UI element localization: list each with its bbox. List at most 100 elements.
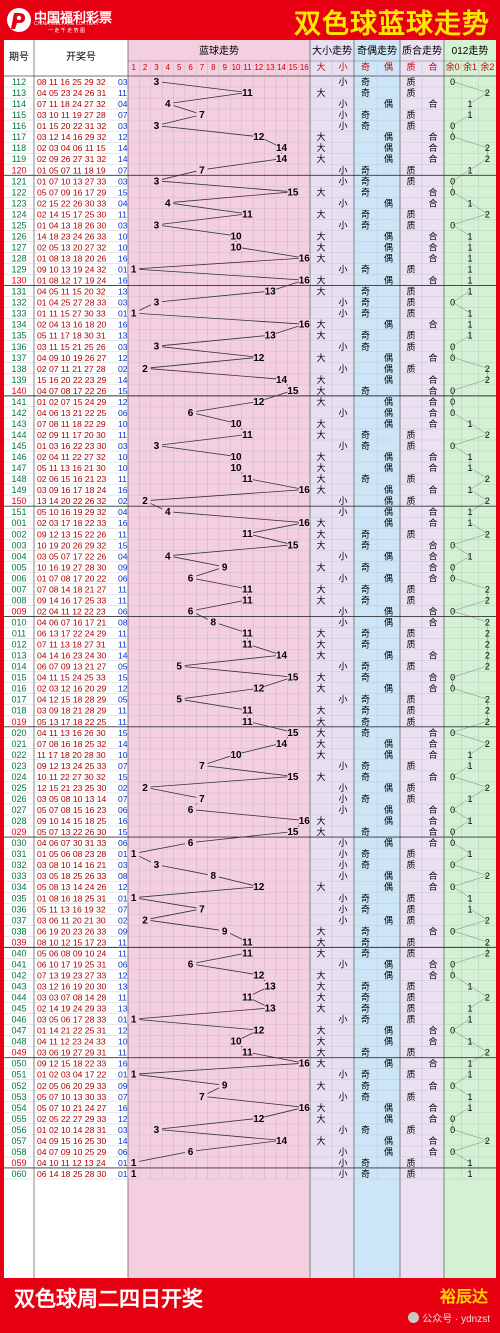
red-balls: 04 11 15 24 25 33: [37, 673, 106, 683]
blue-point-bg: [139, 363, 151, 374]
mod3-mark: 2: [485, 1048, 490, 1058]
prime-mark: 质: [406, 1047, 415, 1058]
blue-ball-value: 11: [118, 529, 127, 539]
issue-number: 040: [11, 948, 26, 958]
mod3-mark: 2: [485, 915, 490, 925]
blue-point-label: 3: [154, 1125, 160, 1136]
prime-mark: 合: [428, 1058, 437, 1069]
blue-point-bg: [253, 881, 265, 892]
blue-point-bg: [196, 793, 208, 804]
parity-mark: 奇: [361, 903, 370, 914]
red-balls: 07 11 13 18 27 31: [37, 640, 106, 650]
blue-point-bg: [298, 319, 310, 330]
blue-point-bg: [150, 1124, 162, 1135]
size-mark: 小: [338, 298, 347, 308]
size-mark: 大: [316, 484, 325, 495]
issue-number: 137: [11, 353, 26, 363]
blue-point-label: 16: [299, 816, 311, 827]
blue-ball-value: 12: [118, 353, 128, 363]
red-balls: 04 09 15 16 25 30: [37, 1136, 107, 1146]
blue-point-label: 13: [265, 1004, 277, 1015]
prime-mark: 合: [428, 572, 437, 583]
issue-number: 022: [11, 750, 26, 760]
blue-ball-value: 10: [118, 419, 128, 429]
mod3-mark: 1: [467, 419, 472, 429]
blue-point-bg: [276, 153, 288, 164]
red-balls: 01 07 10 13 27 33: [37, 176, 107, 186]
blue-point-label: 10: [231, 750, 243, 761]
red-balls: 04 09 10 19 26 27: [37, 353, 107, 363]
blue-ball-value: 11: [118, 948, 127, 958]
prime-mark: 合: [428, 550, 437, 561]
blue-tick-label: 16: [300, 63, 309, 72]
blue-point-bg: [241, 208, 253, 219]
size-mark: 小: [338, 265, 347, 275]
size-mark: 小: [338, 1147, 347, 1157]
red-balls: 01 08 16 18 25 31: [37, 893, 107, 903]
issue-number: 133: [11, 309, 26, 319]
issue-number: 120: [11, 165, 26, 175]
prime-mark: 合: [428, 418, 437, 429]
blue-point-label: 10: [231, 1037, 243, 1048]
parity-mark: 奇: [361, 175, 370, 186]
blue-point-bg: [150, 76, 162, 87]
size-mark: 大: [316, 286, 325, 297]
size-mark: 大: [316, 672, 325, 683]
issue-number: 014: [11, 662, 26, 672]
prime-mark: 质: [406, 473, 415, 484]
size-mark: 小: [338, 441, 347, 451]
blue-point-bg: [196, 760, 208, 771]
size-mark: 大: [316, 374, 325, 385]
blue-ball-value: 01: [118, 1070, 128, 1080]
red-balls: 06 19 20 23 26 33: [37, 926, 107, 936]
blue-tick-label: 1: [131, 63, 136, 72]
issue-number: 005: [11, 562, 26, 572]
prime-mark: 合: [428, 605, 437, 616]
blue-point-label: 2: [142, 496, 148, 507]
issue-number: 136: [11, 342, 26, 352]
blue-ball-value: 11: [118, 430, 127, 440]
blue-ball-value: 04: [118, 507, 128, 517]
blue-point-bg: [276, 374, 288, 385]
issue-number: 132: [11, 298, 26, 308]
prime-mark: 质: [406, 782, 415, 793]
red-balls: 09 10 14 15 18 25: [37, 816, 107, 826]
blue-point-bg: [253, 396, 265, 407]
mod3-mark: 2: [485, 529, 490, 539]
blue-point-bg: [162, 197, 174, 208]
issue-number: 122: [11, 187, 26, 197]
prime-mark: 合: [428, 870, 437, 881]
issue-number: 138: [11, 364, 26, 374]
parity-mark: 偶: [384, 319, 393, 330]
blue-point-label: 6: [188, 573, 194, 584]
size-mark: 小: [338, 77, 347, 87]
blue-point-label: 12: [253, 397, 265, 408]
issue-number: 042: [11, 970, 26, 980]
blue-point-label: 3: [154, 77, 160, 88]
blue-ball-value: 04: [118, 99, 128, 109]
prime-mark: 质: [406, 175, 415, 186]
prime-mark: 合: [428, 462, 437, 473]
parity-mark: 偶: [384, 131, 393, 142]
blue-point-label: 8: [211, 871, 217, 882]
parity-mark: 奇: [361, 859, 370, 870]
blue-point-bg: [287, 672, 299, 683]
red-balls: 05 07 09 16 17 29: [37, 187, 107, 197]
mod3-mark: 2: [485, 375, 490, 385]
size-mark: 小: [338, 408, 347, 418]
blue-point-label: 14: [276, 375, 288, 386]
mod3-mark: 0: [450, 684, 455, 694]
issue-number: 115: [12, 110, 26, 120]
parity-mark: 偶: [384, 738, 393, 749]
blue-point-bg: [287, 727, 299, 738]
blue-point-label: 14: [276, 154, 288, 165]
size-mark: 小: [338, 662, 347, 672]
red-balls: 02 04 11 22 27 32: [37, 452, 106, 462]
blue-point-bg: [139, 914, 151, 925]
blue-point-bg: [241, 429, 253, 440]
size-mark: 大: [316, 539, 325, 550]
prime-mark: 质: [406, 297, 415, 308]
red-balls: 04 07 09 10 25 29: [37, 1147, 107, 1157]
blue-point-label: 1: [131, 309, 137, 320]
